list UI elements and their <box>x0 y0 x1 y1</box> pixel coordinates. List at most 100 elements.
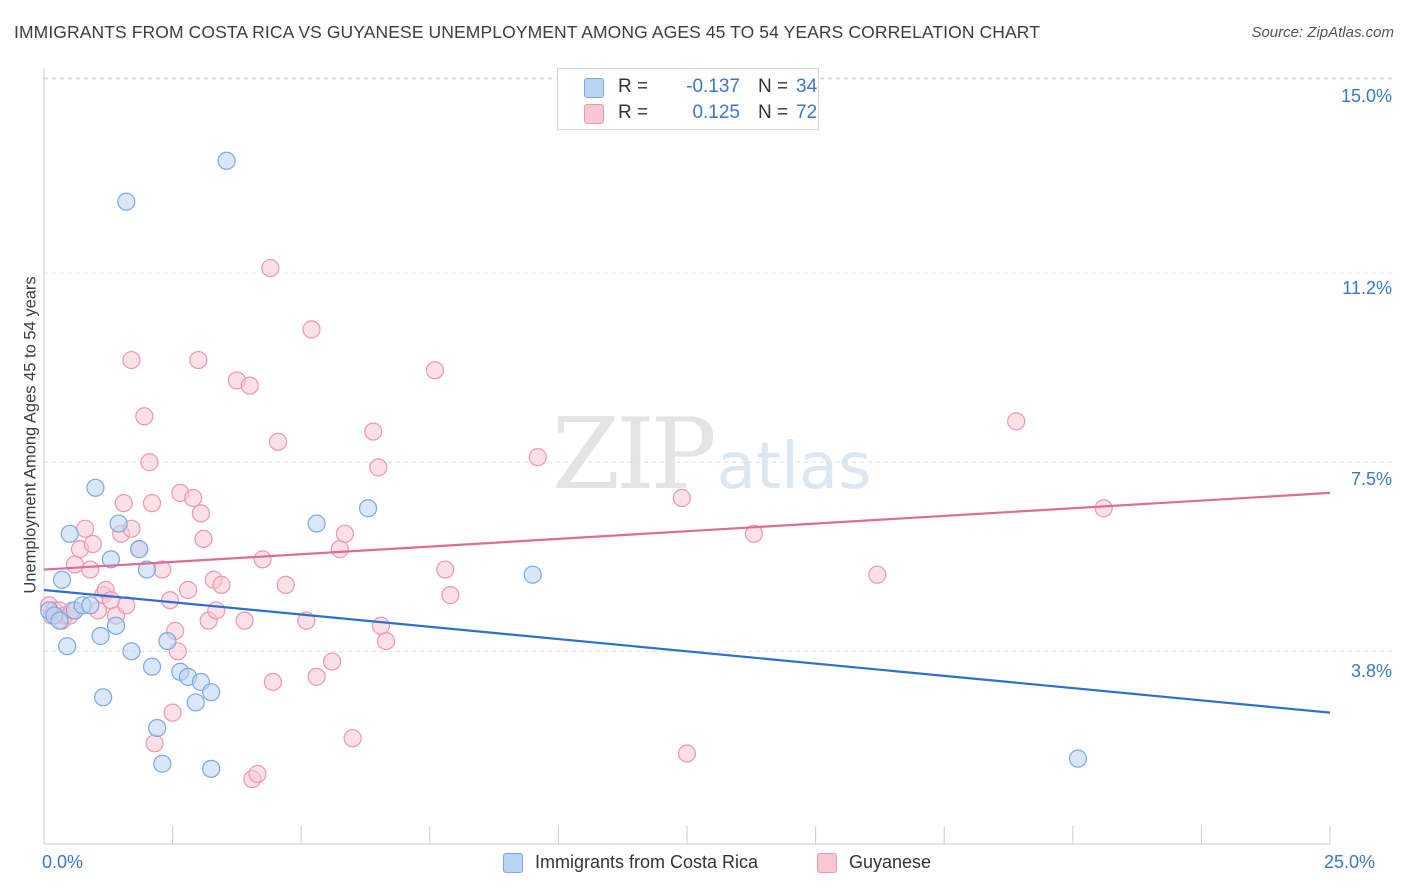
point-guyanese-61 <box>369 458 388 477</box>
legend-r-value: -0.137 <box>686 76 740 97</box>
point-costa-rica-31 <box>358 499 378 518</box>
point-guyanese-54 <box>302 320 321 339</box>
point-costa-rica-5 <box>60 524 79 543</box>
legend-n-label: N = <box>758 76 789 97</box>
y-axis-label-wrap: Unemployment Among Ages 45 to 54 years <box>16 120 46 750</box>
point-guyanese-65 <box>436 560 455 579</box>
point-guyanese-55 <box>307 667 326 686</box>
point-guyanese-64 <box>425 361 445 380</box>
point-guyanese-30 <box>163 703 182 722</box>
point-costa-rica-19 <box>142 657 162 676</box>
point-costa-rica-29 <box>217 151 236 170</box>
point-guyanese-19 <box>114 494 133 513</box>
point-guyanese-47 <box>248 764 267 784</box>
legend-n-value: 34 <box>796 76 818 97</box>
point-guyanese-10 <box>76 519 95 538</box>
point-costa-rica-33 <box>1068 749 1088 768</box>
point-guyanese-68 <box>672 488 691 508</box>
source-credit: Source: ZipAtlas.com <box>1251 24 1394 41</box>
point-guyanese-27 <box>145 734 164 753</box>
point-guyanese-69 <box>677 744 697 763</box>
x-tick-label-max: 25.0% <box>1324 852 1376 872</box>
point-guyanese-45 <box>240 376 259 395</box>
point-guyanese-50 <box>263 672 283 692</box>
point-guyanese-70 <box>744 524 763 543</box>
point-guyanese-36 <box>189 350 208 370</box>
y-tick-label-7-5: 7.5% <box>1350 469 1392 489</box>
point-guyanese-51 <box>268 432 288 451</box>
point-costa-rica-25 <box>186 693 205 712</box>
point-guyanese-59 <box>343 729 362 748</box>
point-costa-rica-12 <box>101 550 120 569</box>
point-guyanese-60 <box>364 422 383 441</box>
point-guyanese-67 <box>528 448 547 467</box>
point-guyanese-25 <box>140 453 159 472</box>
point-costa-rica-32 <box>523 565 542 584</box>
bottom-legend-label: Immigrants from Costa Rica <box>535 852 759 872</box>
point-guyanese-34 <box>178 580 198 600</box>
point-guyanese-49 <box>261 258 280 278</box>
y-tick-label-15: 15.0% <box>1340 86 1392 106</box>
point-costa-rica-11 <box>94 688 113 707</box>
point-costa-rica-28 <box>202 759 221 778</box>
point-guyanese-8 <box>65 555 84 574</box>
point-costa-rica-21 <box>153 754 172 773</box>
point-costa-rica-3 <box>52 570 72 589</box>
legend-r-label: R = <box>618 76 649 97</box>
trend-line-guyanese <box>43 491 1331 571</box>
point-costa-rica-30 <box>307 514 326 533</box>
point-guyanese-42 <box>212 575 231 594</box>
point-costa-rica-15 <box>117 192 136 211</box>
y-tick-label-11-2: 11.2% <box>1342 278 1392 298</box>
legend-n-label: N = <box>758 102 789 123</box>
point-costa-rica-2 <box>50 611 69 630</box>
point-costa-rica-16 <box>122 642 141 661</box>
point-guyanese-62 <box>371 616 391 635</box>
y-tick-label-3-8: 3.8% <box>1350 661 1392 681</box>
point-guyanese-48 <box>253 550 272 569</box>
point-costa-rica-13 <box>106 616 126 635</box>
point-costa-rica-14 <box>109 514 128 533</box>
trend-line-costa-rica <box>43 588 1331 714</box>
point-guyanese-16 <box>101 591 120 610</box>
legend-swatch-pink <box>584 104 604 124</box>
point-guyanese-56 <box>322 652 342 671</box>
point-costa-rica-20 <box>148 718 167 738</box>
point-guyanese-26 <box>142 494 162 513</box>
point-costa-rica-4 <box>58 637 77 656</box>
point-guyanese-57 <box>330 540 349 559</box>
point-costa-rica-17 <box>130 540 149 559</box>
point-guyanese-41 <box>207 601 226 620</box>
y-axis-label: Unemployment Among Ages 45 to 54 years <box>21 276 40 594</box>
point-guyanese-12 <box>83 534 102 554</box>
legend-r-label: R = <box>618 102 649 123</box>
point-costa-rica-9 <box>86 478 105 497</box>
point-guyanese-73 <box>1094 499 1113 518</box>
point-costa-rica-10 <box>91 626 110 646</box>
point-guyanese-35 <box>184 488 203 508</box>
chart-title: IMMIGRANTS FROM COSTA RICA VS GUYANESE U… <box>14 22 1041 42</box>
point-guyanese-24 <box>135 407 154 426</box>
x-tick-label-min: 0.0% <box>42 852 84 872</box>
point-costa-rica-18 <box>137 560 156 579</box>
point-guyanese-72 <box>1007 412 1026 431</box>
bottom-legend-label: Guyanese <box>849 852 932 872</box>
point-guyanese-66 <box>441 586 460 605</box>
point-guyanese-63 <box>376 631 396 651</box>
point-guyanese-44 <box>235 611 254 630</box>
legend-n-value: 72 <box>796 102 818 123</box>
legend-r-value: 0.125 <box>692 102 740 123</box>
bottom-legend-swatch-pink <box>817 853 837 873</box>
legend-swatch-blue <box>584 78 604 98</box>
point-guyanese-11 <box>81 560 100 579</box>
point-costa-rica-8 <box>81 596 100 615</box>
correlation-legend: R = -0.137 N = 34 R = 0.125 N = 72 <box>557 68 819 130</box>
point-guyanese-29 <box>160 591 180 610</box>
point-costa-rica-27 <box>202 683 221 702</box>
point-costa-rica-22 <box>158 631 177 651</box>
point-guyanese-22 <box>122 350 141 370</box>
point-guyanese-37 <box>191 504 210 523</box>
point-guyanese-52 <box>276 575 295 594</box>
point-guyanese-58 <box>335 524 355 543</box>
